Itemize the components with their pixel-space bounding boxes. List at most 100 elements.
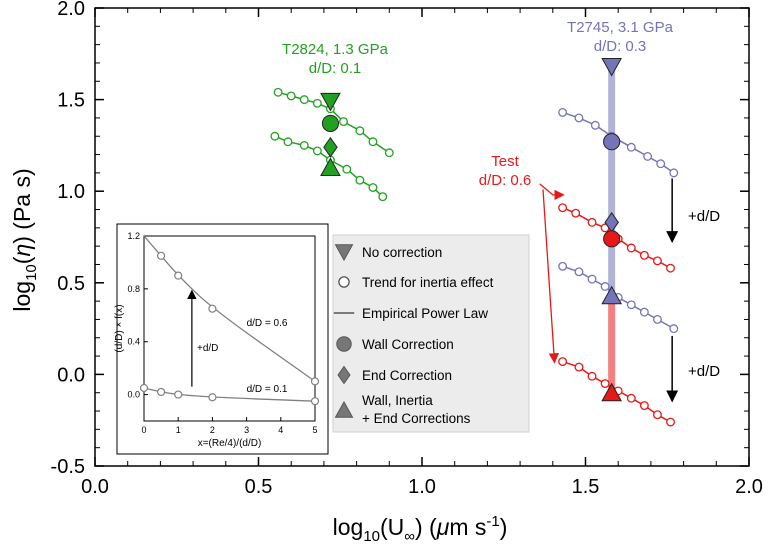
marker-up-triangle: [601, 382, 623, 402]
inset-point: [174, 390, 183, 399]
trend-point: [652, 256, 662, 266]
inset-frame: [143, 235, 316, 422]
trend-point: [669, 324, 679, 334]
marker-up-triangle: [320, 157, 341, 176]
legend-label: Trend for inertia effect: [362, 275, 494, 290]
trend-point: [590, 120, 600, 130]
y-tick-label: 1.5: [57, 90, 85, 112]
inset-point: [208, 393, 217, 402]
trend-point: [571, 208, 581, 218]
trend-point: [600, 282, 610, 291]
trend-point: [626, 300, 636, 310]
y-tick-label: 0.0: [57, 364, 85, 386]
trend-point: [600, 379, 610, 389]
legend-symbol-diamond: [337, 365, 351, 385]
trend-point: [286, 91, 296, 101]
marker-down-triangle: [320, 92, 341, 112]
trend-point: [312, 146, 322, 156]
arrow-label-1: +d/D: [688, 208, 720, 225]
trend-point: [574, 267, 584, 277]
red-arrow-1: [539, 183, 565, 201]
y-tick-label: 1.0: [57, 181, 85, 203]
trend-point: [558, 261, 568, 271]
trend-point: [384, 148, 394, 158]
legend-label: End Correction: [362, 368, 452, 383]
x-tick-label: 0.0: [81, 476, 109, 498]
trend-point: [355, 126, 365, 136]
red-arrow-2: [542, 189, 560, 364]
trend-point: [283, 137, 293, 147]
y-tick-label: 2.0: [57, 0, 85, 20]
green-label-2: d/D: 0.1: [309, 60, 362, 77]
trend-point: [656, 159, 666, 169]
inset-series-label: d/D = 0.6: [247, 318, 288, 329]
trend-point: [270, 131, 280, 141]
inset-x-label: x=(Re/4)/(d/D): [198, 438, 262, 449]
arrows: [539, 178, 679, 403]
inset-x-tick-label: 4: [278, 425, 283, 435]
trend-point: [587, 217, 597, 227]
marker-circle: [321, 114, 340, 132]
y-tick-label: -0.5: [51, 456, 85, 478]
marker-down-triangle: [601, 58, 623, 77]
y-axis: -0.5 0.0 0.5 1.0 1.5 2.0: [51, 0, 749, 478]
trend-point: [355, 175, 365, 185]
x-axis: 0.0 0.5 1.0 1.5 2.0: [81, 8, 763, 498]
inset-background: [116, 223, 329, 455]
red-label-1: Test: [491, 153, 519, 170]
trend-point: [666, 417, 675, 427]
inset-y-tick-label: 1.2: [127, 231, 140, 241]
trend-point: [339, 117, 348, 127]
trend-point: [558, 203, 568, 213]
inset-y-tick-label: 0.4: [127, 337, 140, 347]
trend-point: [666, 263, 675, 273]
x-tick-label: 1.0: [408, 476, 436, 498]
trend-point: [652, 410, 662, 420]
inset-point: [174, 271, 183, 280]
y-tick-label: 0.5: [57, 273, 85, 295]
inset-point: [208, 304, 217, 313]
marker-diamond: [323, 136, 338, 158]
trend-point: [639, 401, 649, 410]
legend-symbol-circle-open: [338, 276, 350, 288]
purple-label-1: T2745, 3.1 GPa: [567, 19, 674, 36]
arrow-label-2: +d/D: [688, 363, 720, 380]
marker-circle: [603, 133, 621, 151]
trend-point: [378, 192, 388, 202]
trend-point: [639, 250, 649, 260]
legend-symbol-circle: [336, 336, 352, 352]
legend-label: + End Corrections: [362, 411, 471, 426]
annotations: T2824, 1.3 GPa d/D: 0.1 T2745, 3.1 GPa d…: [282, 19, 720, 380]
inset-y-tick-label: 0.0: [127, 390, 140, 400]
legend: No correction Trend for inertia effect Emp…: [332, 234, 530, 433]
inset-x-tick-label: 1: [176, 425, 181, 435]
trend-point: [587, 274, 597, 284]
legend-label: No correction: [362, 245, 442, 260]
legend-label: Wall Correction: [362, 337, 454, 352]
purple-label-2: d/D: 0.3: [594, 38, 647, 55]
inset-y-tick-label: 0.8: [127, 284, 140, 294]
trend-point: [368, 183, 378, 192]
y-axis-title: log10(η) (Pa s): [9, 168, 40, 311]
inset-chart: 0.0 0.4 0.8 1.2 0 1 2 3 4 5 x=(Re/4)/(d/D) (d/D) × …: [114, 223, 329, 455]
inset-point: [310, 397, 320, 406]
inset-point: [310, 377, 320, 386]
legend-symbol-down-triangle: [334, 244, 354, 262]
trend-point: [312, 98, 322, 108]
red-label-2: d/D: 0.6: [479, 172, 532, 189]
legend-label: Wall, Inertia: [362, 393, 433, 408]
inset-arrow-label: +d/D: [197, 343, 218, 354]
inset-series-label: d/D = 0.1: [247, 384, 288, 395]
legend-symbol-up-triangle: [334, 400, 354, 418]
x-tick-label: 2.0: [735, 476, 763, 498]
correction-markers: [320, 58, 623, 402]
trend-point: [273, 87, 283, 97]
legend-box: [332, 234, 530, 433]
inset-point: [139, 383, 149, 393]
trend-point: [574, 113, 584, 123]
x-tick-label: 0.5: [245, 476, 273, 498]
inset-point: [157, 387, 166, 397]
x-axis-title: log10(U∞) (μm s-1): [333, 513, 508, 545]
marker-circle: [603, 230, 621, 248]
